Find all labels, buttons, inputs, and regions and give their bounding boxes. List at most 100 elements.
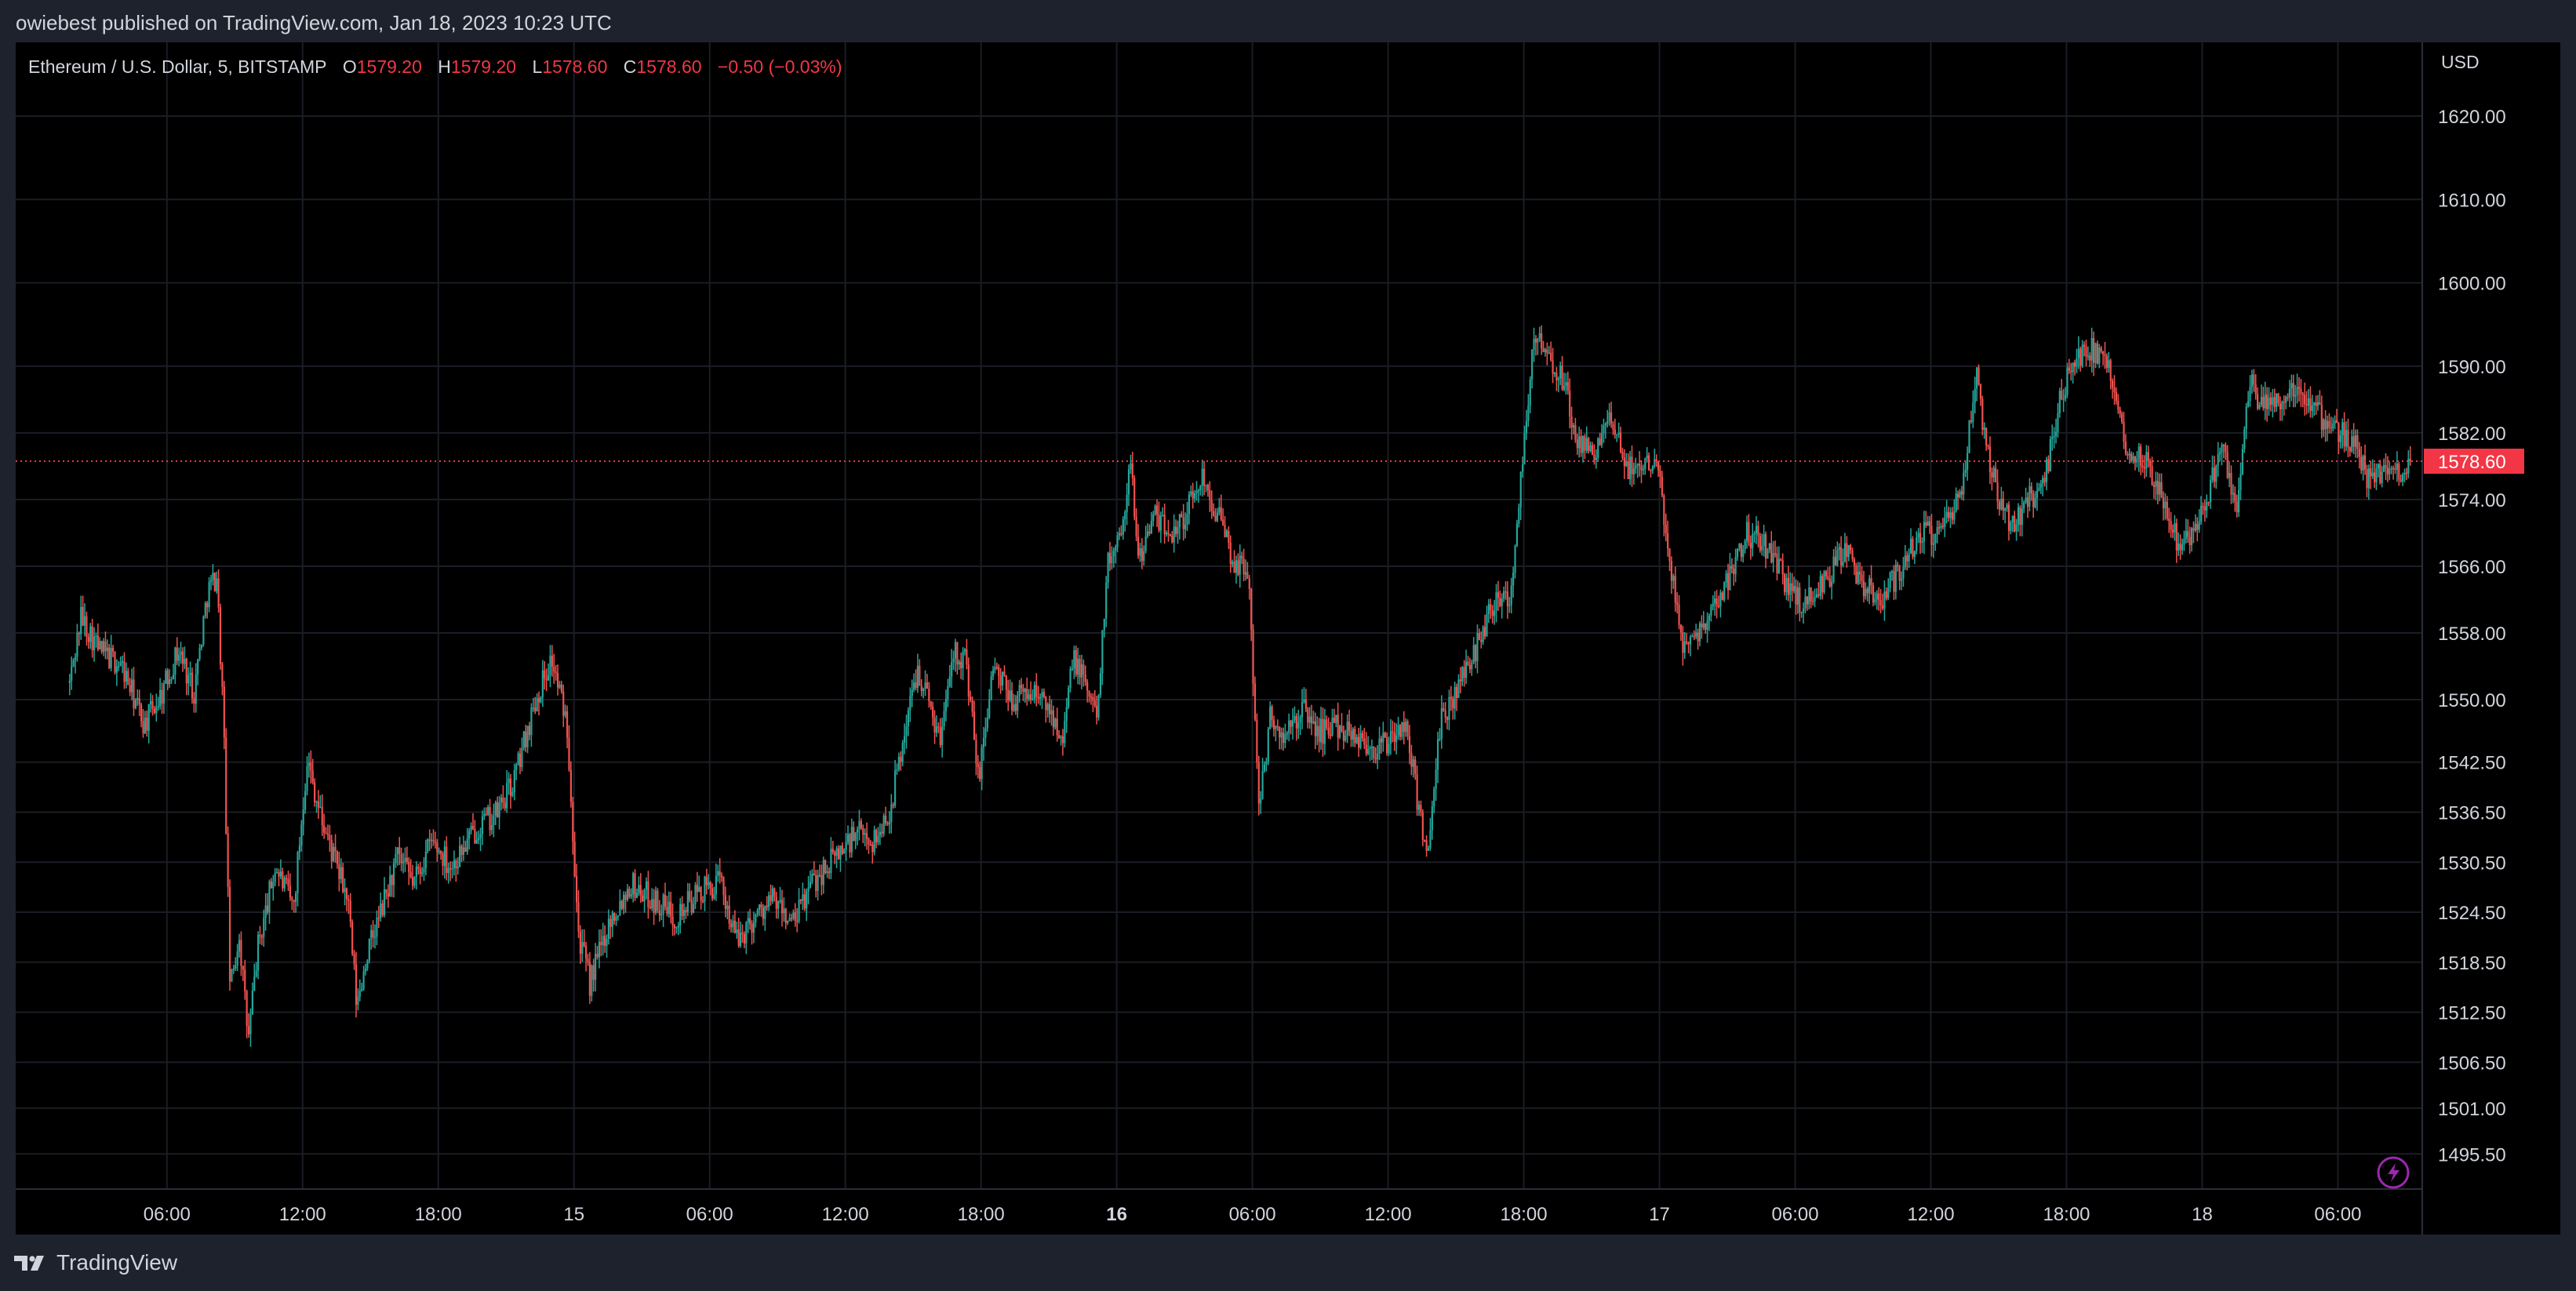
candle <box>1064 711 1066 747</box>
candle <box>398 837 401 865</box>
candle <box>1090 693 1093 705</box>
candle <box>1307 707 1309 729</box>
candle <box>2043 471 2046 487</box>
candle <box>698 875 700 893</box>
candle <box>1944 507 1946 537</box>
candle <box>2202 502 2204 515</box>
candle <box>1003 665 1006 677</box>
candle <box>2136 451 2138 468</box>
candle <box>504 797 506 811</box>
publish-info-text: owiebest published on TradingView.com, J… <box>16 11 612 35</box>
candle <box>478 830 480 845</box>
candle <box>1789 572 1792 609</box>
candle <box>1725 569 1727 588</box>
candle <box>409 859 412 879</box>
candle <box>2209 475 2212 509</box>
candle <box>1124 510 1126 532</box>
candle <box>952 650 955 671</box>
candle <box>1079 655 1081 685</box>
candle <box>2283 395 2285 416</box>
candle <box>272 875 275 901</box>
candle <box>1241 551 1243 565</box>
candle <box>1467 656 1469 667</box>
candle <box>2062 388 2065 413</box>
candle <box>1667 520 1669 557</box>
chart-area[interactable] <box>16 42 2560 1235</box>
candle <box>1013 693 1015 712</box>
candle <box>2073 359 2076 376</box>
candlestick-chart[interactable]: 1620.00 1610.00 1600.00 1590.00 1582.00 1574.… <box>16 42 2560 1235</box>
candle <box>783 896 785 922</box>
candle <box>1282 727 1285 751</box>
candle <box>858 809 860 841</box>
candle <box>1734 548 1737 583</box>
candle <box>1721 591 1723 601</box>
candle <box>1031 689 1034 701</box>
candle <box>932 701 934 726</box>
candle <box>381 900 384 918</box>
candle <box>383 877 386 918</box>
candle <box>1267 726 1269 766</box>
candle <box>338 851 340 892</box>
candle <box>596 945 599 960</box>
candle <box>2064 387 2067 402</box>
candle <box>283 875 286 892</box>
candle <box>2407 450 2410 478</box>
candle <box>692 896 695 914</box>
candle <box>2028 478 2031 511</box>
candle <box>1046 702 1049 718</box>
candle <box>474 820 476 844</box>
candle <box>1233 550 1235 573</box>
candle <box>2304 382 2306 416</box>
candle <box>2108 351 2110 373</box>
candle <box>1919 522 1922 555</box>
candle <box>1597 437 1599 461</box>
candle <box>396 847 398 866</box>
candle <box>270 878 272 889</box>
candle <box>345 887 348 911</box>
candle <box>1927 515 1929 526</box>
symbol-title[interactable]: Ethereum / U.S. Dollar, 5, BITSTAMP <box>28 56 327 77</box>
candle <box>1810 587 1812 609</box>
candle <box>1686 633 1688 646</box>
candle <box>2294 384 2297 408</box>
candle <box>935 715 938 737</box>
candle <box>904 723 906 755</box>
candle <box>1464 649 1468 685</box>
candle <box>1501 593 1503 619</box>
candle <box>1832 549 1835 584</box>
candle <box>1522 456 1524 478</box>
candle <box>1319 706 1323 751</box>
candle <box>967 657 970 706</box>
candle <box>146 710 148 737</box>
candle <box>613 912 616 925</box>
footer-branding[interactable]: TradingView <box>14 1250 177 1275</box>
candle <box>1009 679 1011 703</box>
candle <box>2379 460 2381 485</box>
candle <box>675 926 678 934</box>
candle <box>1490 598 1492 620</box>
candle <box>140 703 143 728</box>
candle <box>1955 487 1957 513</box>
candle <box>1210 490 1213 519</box>
candle <box>392 858 395 898</box>
candle <box>647 871 649 919</box>
candle <box>2262 386 2265 411</box>
candle <box>417 864 420 875</box>
candle <box>602 922 604 956</box>
candle <box>1576 433 1578 455</box>
candle <box>634 869 636 901</box>
lightning-bolt-icon[interactable] <box>2377 1156 2410 1189</box>
candle <box>2023 500 2025 514</box>
candle <box>2323 417 2325 438</box>
candle <box>1471 659 1473 676</box>
candle <box>1510 577 1512 614</box>
candle <box>911 679 913 707</box>
candle <box>700 886 702 910</box>
candle <box>302 797 304 836</box>
candle <box>1812 591 1814 605</box>
candle <box>2389 461 2391 481</box>
candle <box>1555 367 1558 391</box>
currency-label[interactable]: USD <box>2441 52 2480 72</box>
candle <box>1237 553 1239 576</box>
